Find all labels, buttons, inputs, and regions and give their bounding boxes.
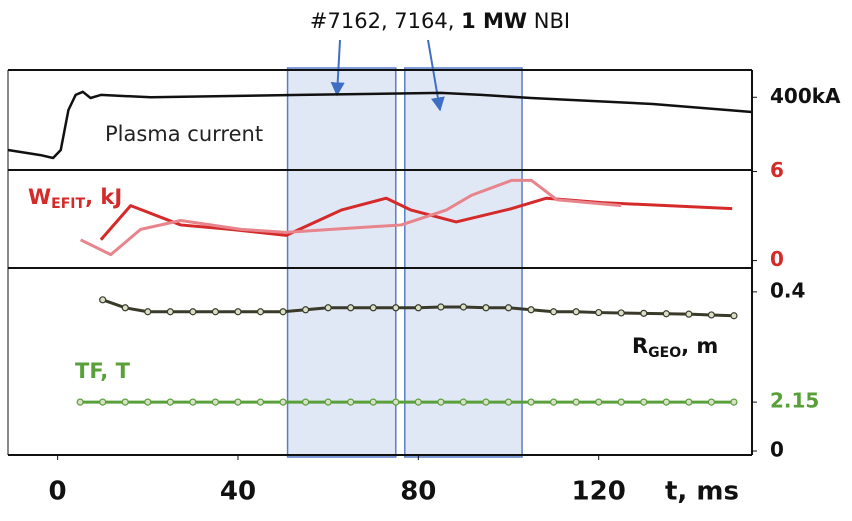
point [166,398,174,406]
point [211,308,220,316]
point [685,398,693,406]
point [369,304,377,312]
point [572,398,580,406]
point [144,308,152,316]
panel-label: Plasma current [105,122,263,146]
point [392,398,400,406]
point [392,304,400,312]
point [437,303,445,311]
point [189,308,197,316]
point [414,304,422,312]
point [685,310,693,318]
annotation: #7162, 7164, 1 MW NBI [310,9,570,33]
point [595,398,603,406]
point [302,398,310,406]
point [549,308,558,316]
y-tick-label: 0 [770,438,784,462]
point [707,398,716,406]
point [256,398,265,406]
series-line [7,90,753,160]
point [189,398,197,406]
point [482,304,490,312]
point [279,398,287,406]
label-part: R [632,334,648,358]
point [144,398,152,406]
annotation-text: 1 MW [461,9,527,33]
axis-label: RGEO, m [632,334,718,361]
y-tick-label: 400kA [770,84,841,108]
point [302,306,310,314]
y-tick-label: 0.4 [770,278,805,302]
label-part: W [28,185,51,209]
point [414,398,422,406]
point [482,398,490,406]
point [121,304,129,312]
nbi-span [404,67,523,458]
point [324,398,332,406]
point [347,304,355,312]
point [324,304,332,312]
label-part: EFIT [51,196,85,212]
x-tick-label: 40 [220,477,256,507]
x-tick-label: 0 [49,477,67,507]
point [99,296,107,304]
y-tick-label: 6 [770,158,784,182]
label-part: , kJ [85,185,122,209]
point [166,308,174,316]
axis-label: WEFIT, kJ [28,185,122,212]
point [617,309,625,317]
point [437,398,445,406]
x-tick-label: 80 [400,477,436,507]
annotation-text: NBI [527,9,570,33]
point [256,308,265,316]
point [572,308,580,316]
point [99,398,107,406]
label-part: GEO [648,345,681,361]
point [234,308,242,316]
point [640,398,648,406]
point [347,398,355,406]
series-label: TF, T [75,359,131,383]
point [234,398,242,406]
label-part: , m [681,334,718,358]
point [504,304,513,312]
point [527,306,535,314]
point [459,398,468,406]
point [211,398,220,406]
y-tick-label: 0 [770,247,784,271]
arrow [427,39,445,112]
point [595,308,603,317]
point [617,398,625,406]
point [459,303,468,311]
point [369,398,377,406]
arrow [330,39,345,97]
point [76,398,84,406]
point [730,312,738,320]
series-line [99,196,733,241]
nbi-span [286,67,397,458]
x-axis-label: t, ms [665,477,739,507]
point [662,310,670,318]
point [730,398,738,406]
point [504,398,513,406]
x-tick-label: 120 [572,477,626,507]
point [121,398,129,406]
point [707,311,716,319]
point [279,308,287,316]
point [549,398,558,406]
annotation-text: #7162, 7164, [310,9,461,33]
point [527,398,535,406]
y2-tick-label: 2.15 [770,389,819,413]
point [640,309,648,317]
point [662,398,670,406]
series-line [79,178,622,257]
